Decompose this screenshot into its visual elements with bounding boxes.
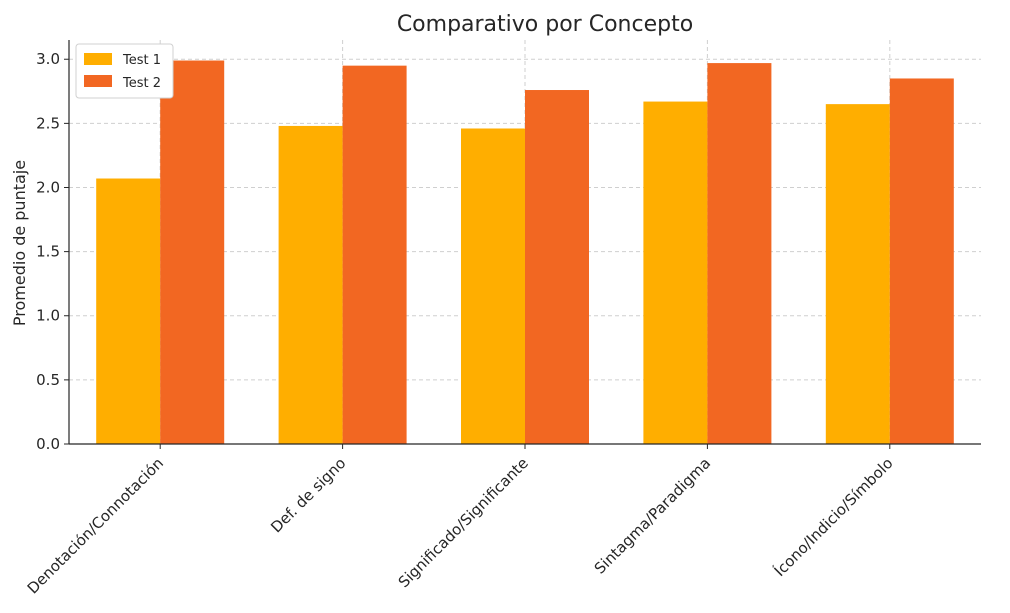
legend-swatch-test-1 [84, 53, 112, 65]
y-tick-label: 1.0 [36, 307, 60, 325]
x-tick-label: Significado/Significante [395, 454, 532, 591]
x-tick-label: Sintagma/Paradigma [591, 454, 714, 577]
bar-test-1 [278, 125, 343, 444]
bar-test-1 [96, 178, 161, 444]
bar-test-2 [889, 78, 954, 444]
axes-layer [64, 40, 981, 449]
legend-swatch-test-2 [84, 75, 112, 87]
bar-test-1 [825, 104, 890, 444]
legend-label-test-1: Test 1 [122, 53, 161, 68]
x-tick-label: Def. de signo [267, 454, 349, 536]
y-tick-label: 0.5 [36, 371, 60, 389]
bars-layer [96, 60, 954, 445]
bar-test-2 [525, 90, 589, 445]
bar-test-2 [707, 63, 772, 444]
legend-label-test-2: Test 2 [122, 76, 161, 91]
legend: Test 1 Test 2 [75, 43, 174, 99]
bar-test-1 [461, 128, 525, 444]
chart-title: Comparativo por Concepto [397, 12, 693, 37]
bar-test-1 [643, 101, 708, 445]
x-tick-label: Denotación/Connotación [24, 454, 167, 597]
x-tick-label: Ícono/Indicio/Símbolo [770, 453, 897, 580]
y-tick-label: 1.5 [36, 243, 60, 261]
y-tick-labels: 0.0 0.5 1.0 1.5 2.0 2.5 3.0 [36, 50, 60, 453]
bar-test-2 [160, 60, 225, 445]
y-tick-label: 2.5 [36, 114, 60, 132]
bar-test-2 [342, 65, 407, 445]
y-axis-label: Promedio de puntaje [10, 160, 29, 326]
y-tick-label: 3.0 [36, 50, 60, 68]
y-tick-label: 0.0 [36, 435, 60, 453]
y-tick-label: 2.0 [36, 178, 60, 196]
x-tick-labels: Denotación/Connotación Def. de signo Signi… [24, 453, 897, 597]
